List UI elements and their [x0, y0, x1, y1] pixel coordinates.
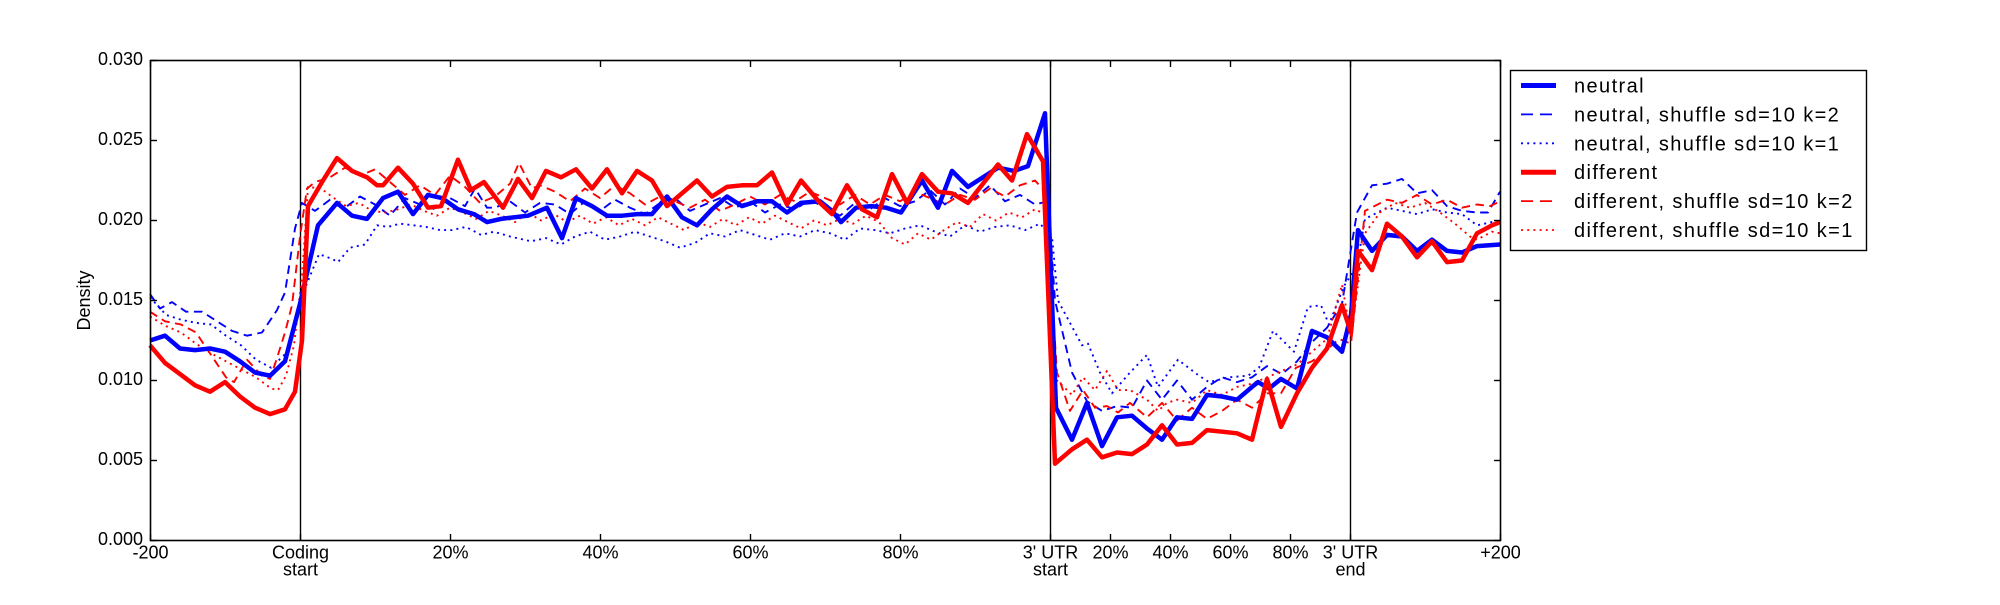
svg-text:Coding: Coding [272, 543, 329, 563]
svg-text:60%: 60% [732, 543, 768, 563]
svg-text:different, shuffle sd=10 k=2: different, shuffle sd=10 k=2 [1574, 191, 1854, 213]
svg-text:start: start [283, 560, 318, 580]
svg-text:Density: Density [74, 270, 94, 330]
svg-text:80%: 80% [882, 543, 918, 563]
svg-text:neutral, shuffle sd=10 k=1: neutral, shuffle sd=10 k=1 [1574, 133, 1840, 155]
svg-text:0.010: 0.010 [98, 369, 143, 389]
svg-text:0.015: 0.015 [98, 289, 143, 309]
svg-text:0.005: 0.005 [98, 449, 143, 469]
svg-text:60%: 60% [1212, 543, 1248, 563]
svg-text:start: start [1033, 560, 1068, 580]
svg-text:20%: 20% [1092, 543, 1128, 563]
svg-text:neutral, shuffle sd=10 k=2: neutral, shuffle sd=10 k=2 [1574, 104, 1840, 126]
svg-text:40%: 40% [1152, 543, 1188, 563]
svg-text:40%: 40% [582, 543, 618, 563]
svg-text:0.000: 0.000 [98, 529, 143, 549]
svg-text:different, shuffle sd=10 k=1: different, shuffle sd=10 k=1 [1574, 220, 1854, 242]
svg-text:20%: 20% [432, 543, 468, 563]
svg-text:0.030: 0.030 [98, 49, 143, 69]
svg-text:+200: +200 [1480, 543, 1521, 563]
svg-text:80%: 80% [1272, 543, 1308, 563]
svg-text:3' UTR: 3' UTR [1023, 543, 1078, 563]
svg-text:neutral: neutral [1574, 76, 1645, 98]
svg-text:0.025: 0.025 [98, 129, 143, 149]
svg-text:0.020: 0.020 [98, 209, 143, 229]
svg-text:end: end [1335, 560, 1365, 580]
svg-text:different: different [1574, 162, 1659, 184]
svg-text:-200: -200 [132, 543, 168, 563]
svg-text:3' UTR: 3' UTR [1323, 543, 1378, 563]
